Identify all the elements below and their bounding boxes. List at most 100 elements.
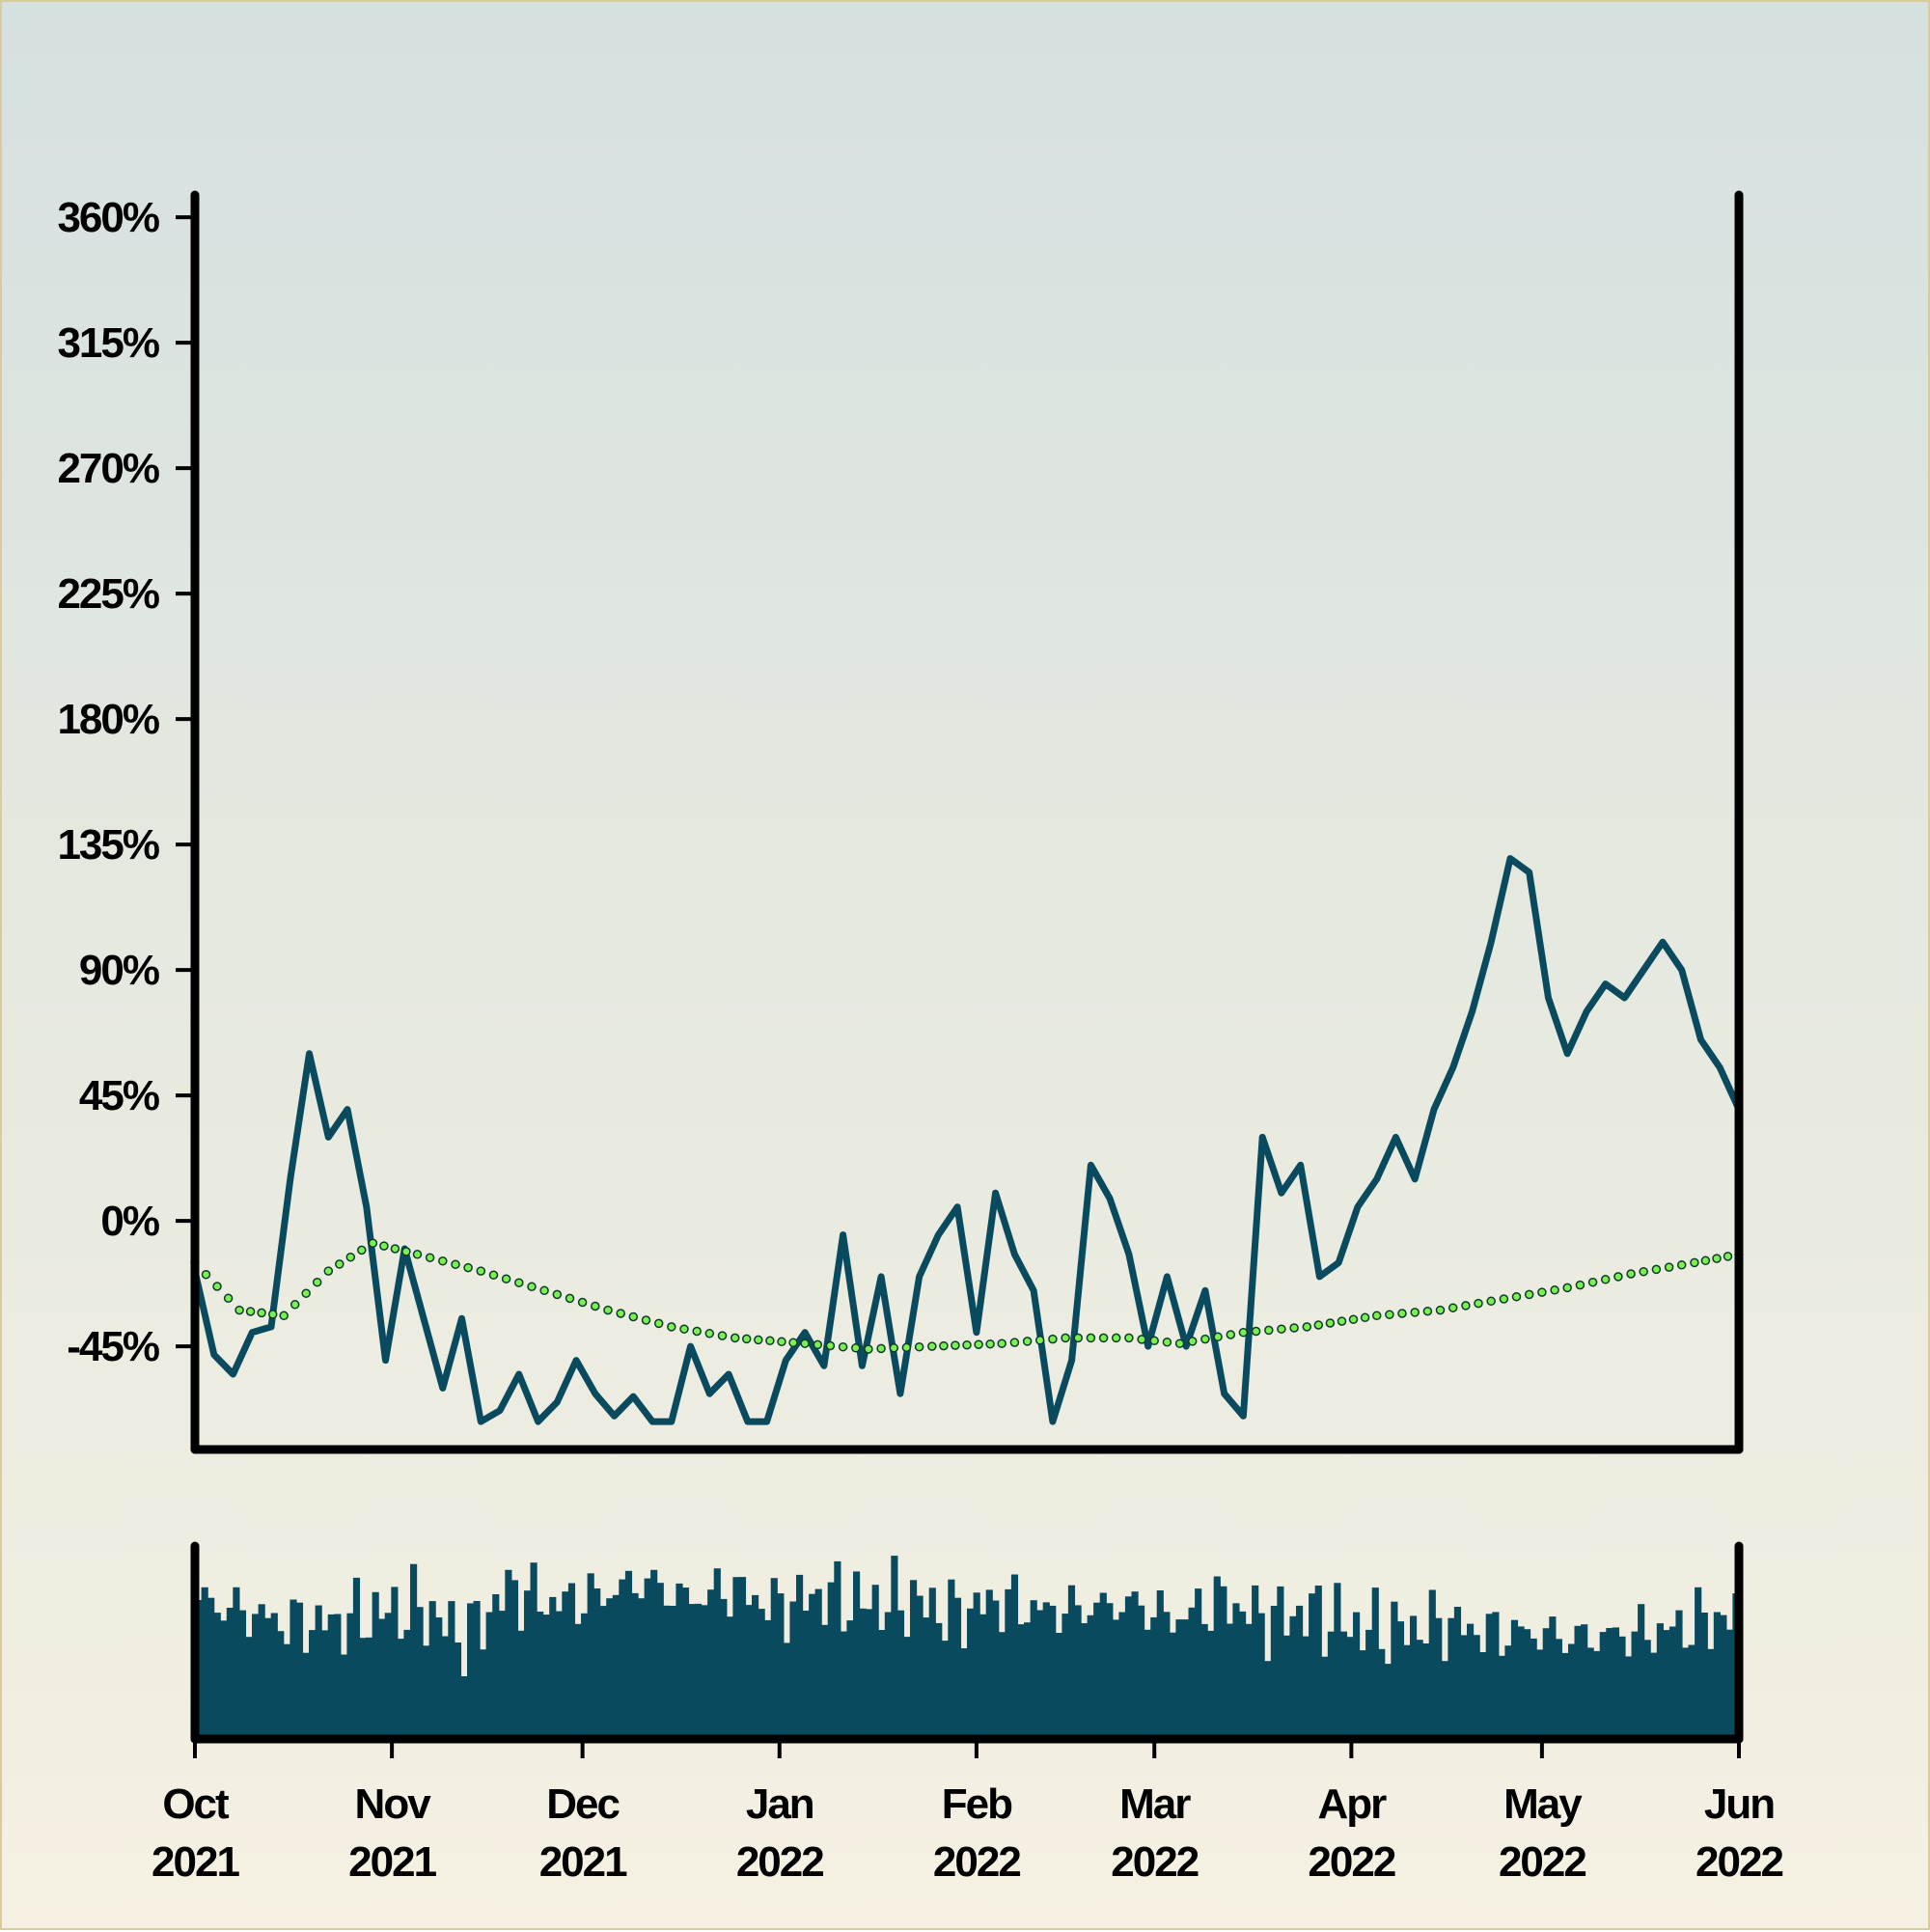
volume-bar — [1492, 1612, 1500, 1739]
average-series — [190, 1238, 1744, 1354]
volume-bar — [1536, 1649, 1544, 1739]
volume-bar — [1378, 1648, 1386, 1739]
average-point — [1587, 1277, 1598, 1287]
volume-bar — [1277, 1586, 1284, 1739]
y-tick-label: 225% — [57, 570, 158, 618]
volume-bar — [1112, 1619, 1119, 1739]
x-tick-month: Mar — [1119, 1780, 1191, 1828]
average-point — [1348, 1314, 1359, 1324]
average-point — [838, 1341, 848, 1352]
y-tick-label: 135% — [57, 821, 158, 869]
average-point — [927, 1341, 937, 1351]
volume-bar — [1555, 1639, 1562, 1739]
average-point — [641, 1315, 651, 1325]
average-point — [201, 1269, 211, 1280]
volume-bar — [302, 1652, 310, 1739]
volume-bar — [1473, 1635, 1480, 1739]
volume-bar — [1213, 1576, 1221, 1739]
average-point — [1537, 1287, 1547, 1297]
average-point — [754, 1335, 763, 1345]
average-point — [1524, 1289, 1534, 1300]
average-point — [1550, 1285, 1559, 1295]
average-point — [591, 1301, 600, 1311]
average-point — [1289, 1323, 1299, 1333]
average-point — [851, 1343, 861, 1353]
average-point — [1651, 1264, 1662, 1275]
volume-bar — [903, 1637, 911, 1739]
volume-bar — [896, 1610, 905, 1739]
average-point — [800, 1339, 810, 1348]
volume-bar — [1422, 1643, 1430, 1739]
volume-bar — [1688, 1644, 1696, 1739]
volume-bar — [1593, 1650, 1601, 1739]
volume-bar — [1612, 1627, 1620, 1739]
volume-bar — [1321, 1656, 1329, 1739]
volume-bar — [720, 1598, 728, 1739]
volume-bar — [428, 1601, 436, 1739]
average-point — [1712, 1254, 1722, 1263]
average-point — [667, 1322, 676, 1332]
y-tick-label: 315% — [57, 319, 158, 367]
average-point — [1337, 1316, 1347, 1326]
average-point — [301, 1288, 311, 1298]
volume-bar — [764, 1619, 772, 1739]
volume-bar — [270, 1613, 278, 1739]
volume-bar — [1024, 1622, 1032, 1739]
x-tick-year: 2022 — [736, 1838, 823, 1886]
y-axis-ticks: -45% 0% 45% 90% 135% 180% 225% 270% 315% 360% — [57, 194, 195, 1370]
average-point — [692, 1326, 702, 1337]
volume-bar — [866, 1609, 873, 1739]
average-point — [1690, 1257, 1699, 1268]
volume-bar — [871, 1585, 879, 1739]
volume-bar — [745, 1605, 753, 1739]
volume-bar — [448, 1601, 455, 1739]
average-point — [1048, 1334, 1058, 1344]
volume-bar — [391, 1587, 399, 1739]
volume-bar — [656, 1583, 664, 1739]
x-tick-year: 2022 — [1111, 1838, 1198, 1886]
average-point — [1009, 1338, 1020, 1347]
volume-bar — [277, 1631, 285, 1739]
volume-bar — [372, 1591, 379, 1739]
volume-bar — [827, 1582, 835, 1739]
volume-bar — [562, 1591, 569, 1739]
volume-bar — [1435, 1617, 1443, 1739]
average-point — [1149, 1336, 1159, 1346]
x-tick-month: Jan — [746, 1780, 813, 1828]
x-tick-year: 2022 — [1308, 1838, 1394, 1886]
volume-bar — [631, 1592, 639, 1739]
average-point — [357, 1245, 367, 1256]
volume-bar — [416, 1607, 424, 1739]
volume-bar — [916, 1595, 924, 1739]
average-point — [1511, 1291, 1522, 1302]
volume-bar — [1169, 1632, 1176, 1739]
average-point — [1723, 1252, 1733, 1261]
volume-bar — [410, 1563, 418, 1739]
volume-bar — [1441, 1661, 1448, 1739]
volume-bar — [567, 1583, 576, 1739]
volume-bar — [1042, 1602, 1050, 1739]
volume-bar — [1618, 1636, 1626, 1739]
volume-bar — [960, 1648, 968, 1739]
volume-bar — [1289, 1615, 1297, 1739]
volume-bar — [587, 1573, 594, 1739]
average-point — [741, 1334, 752, 1344]
average-point — [425, 1253, 435, 1262]
volume-bar — [1245, 1623, 1253, 1739]
volume-bar — [454, 1642, 462, 1739]
volume-bar — [821, 1624, 829, 1739]
average-point — [1486, 1296, 1496, 1307]
volume-bar — [1396, 1621, 1405, 1739]
volume-bar — [814, 1588, 822, 1739]
volume-bar — [480, 1649, 487, 1739]
average-point — [876, 1343, 886, 1354]
average-point — [1187, 1337, 1198, 1346]
volume-bar — [1138, 1605, 1145, 1739]
average-point — [1435, 1305, 1446, 1315]
average-point — [1613, 1272, 1623, 1282]
volume-bar — [1220, 1586, 1227, 1739]
average-point — [788, 1338, 798, 1348]
average-point — [730, 1333, 740, 1343]
average-point — [777, 1337, 786, 1347]
